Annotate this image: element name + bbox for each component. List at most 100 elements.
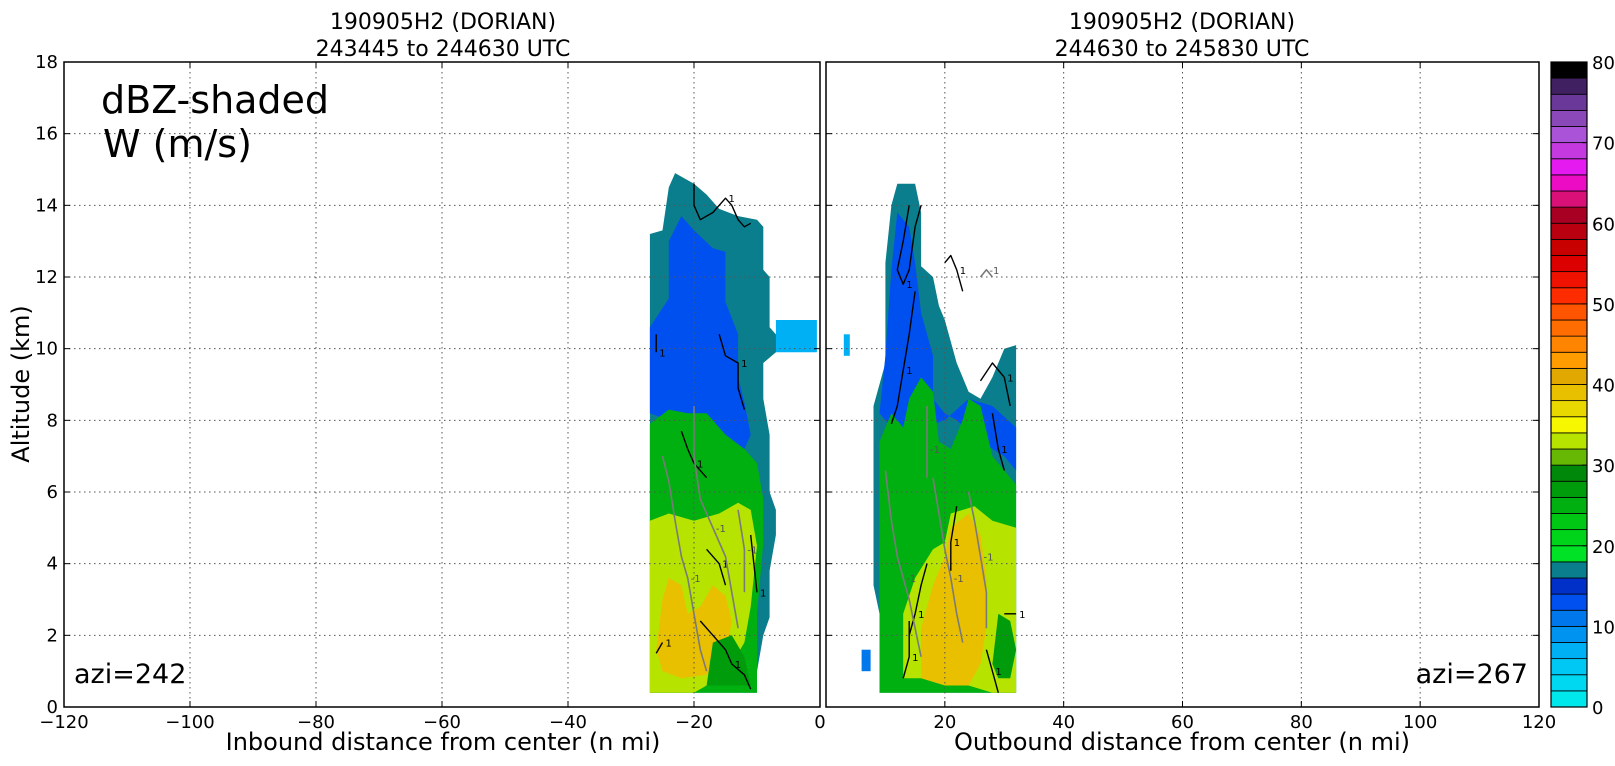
left-ytick-label-1: 2 bbox=[47, 625, 58, 646]
left-xtick-label-4: −40 bbox=[549, 712, 587, 733]
right-contour-label-14: -1 bbox=[989, 266, 999, 277]
left-downdraft-contour-8 bbox=[661, 456, 708, 672]
right-xtick-label-1: 20 bbox=[933, 712, 956, 733]
left-ytick-label-4: 8 bbox=[47, 410, 58, 431]
right-contour-label-1: 1 bbox=[906, 366, 912, 377]
colorbar-bin-22 bbox=[1550, 335, 1588, 353]
colorbar-tick-label-3: 30 bbox=[1592, 456, 1615, 477]
colorbar-bin-38 bbox=[1550, 77, 1588, 95]
colorbar-bin-5 bbox=[1550, 609, 1588, 627]
colorbar-bin-13 bbox=[1550, 480, 1588, 498]
colorbar-bin-1 bbox=[1550, 674, 1588, 692]
colorbar-bin-27 bbox=[1550, 255, 1588, 273]
right-dbz-region-2 bbox=[843, 334, 850, 356]
left-ytick-label-5: 10 bbox=[35, 339, 58, 360]
left-ytick-label-9: 18 bbox=[35, 52, 58, 73]
colorbar-bin-28 bbox=[1550, 238, 1588, 256]
annotation-line2: W (m/s) bbox=[103, 122, 252, 166]
left-xlabel: Inbound distance from center (n mi) bbox=[226, 728, 661, 756]
right-dbz-region-7 bbox=[992, 613, 1017, 679]
left-ytick-label-6: 12 bbox=[35, 267, 58, 288]
right-contour-label-7: 1 bbox=[912, 653, 918, 664]
right-contour-label-13: -1 bbox=[930, 445, 940, 456]
left-contour-label-3: 1 bbox=[735, 660, 741, 671]
right-xtick-label-3: 60 bbox=[1171, 712, 1194, 733]
right-dbz-region-1 bbox=[861, 649, 871, 672]
left-dbz-region-2 bbox=[649, 216, 751, 449]
left-ytick-label-8: 16 bbox=[35, 124, 58, 145]
colorbar-bin-18 bbox=[1550, 400, 1588, 418]
right-azimuth-label: azi=267 bbox=[1416, 659, 1528, 690]
colorbar-tick-label-7: 70 bbox=[1592, 134, 1615, 155]
left-updraft-contour-5 bbox=[706, 548, 727, 586]
left-contour-label-2: 1 bbox=[697, 459, 703, 470]
left-contour-label-5: 1 bbox=[722, 560, 728, 571]
colorbar-bin-23 bbox=[1550, 319, 1588, 337]
colorbar-bin-39 bbox=[1550, 61, 1588, 79]
left-contour-label-6: 1 bbox=[760, 588, 766, 599]
colorbar-tick-label-1: 10 bbox=[1592, 617, 1615, 638]
colorbar-tick-label-4: 40 bbox=[1592, 376, 1615, 397]
colorbar-tick-label-2: 20 bbox=[1592, 537, 1615, 558]
left-updraft-contour-2 bbox=[680, 430, 708, 479]
right-contour-label-8: 1 bbox=[995, 667, 1001, 678]
left-updraft-contour-1 bbox=[718, 334, 746, 410]
colorbar-bin-4 bbox=[1550, 625, 1588, 643]
right-contour-label-4: 1 bbox=[1001, 445, 1007, 456]
right-updraft-contour-5 bbox=[950, 506, 958, 571]
right-contour-label-3: 1 bbox=[1007, 373, 1013, 384]
colorbar-bin-36 bbox=[1550, 109, 1588, 127]
right-downdraft-contour-12 bbox=[967, 491, 988, 629]
colorbar-bin-32 bbox=[1550, 174, 1588, 192]
left-xtick-label-6: 0 bbox=[814, 712, 825, 733]
colorbar: 0 10 20 30 40 50 60 70 80 bbox=[1550, 53, 1615, 719]
right-title-line1: 190905H2 (DORIAN) bbox=[1069, 10, 1295, 35]
right-contour-label-6: 1 bbox=[918, 610, 924, 621]
left-updraft-contour-6 bbox=[750, 534, 758, 593]
left-ytick-label-3: 6 bbox=[47, 482, 58, 503]
right-xtick-label-2: 40 bbox=[1052, 712, 1075, 733]
right-updraft-contour-0 bbox=[896, 205, 922, 285]
left-ytick-label-7: 14 bbox=[35, 195, 58, 216]
colorbar-tick-label-8: 80 bbox=[1592, 53, 1615, 74]
colorbar-bin-21 bbox=[1550, 351, 1588, 369]
colorbar-bin-34 bbox=[1550, 142, 1588, 160]
colorbar-bin-37 bbox=[1550, 93, 1588, 111]
right-updraft-contour-2 bbox=[944, 254, 964, 292]
left-contour-label-8: -1 bbox=[691, 574, 701, 585]
left-dbz-region-1 bbox=[775, 320, 817, 353]
left-updraft-contour-0 bbox=[693, 183, 752, 228]
right-updraft-contour-3 bbox=[979, 362, 1011, 407]
right-updraft-contour-1 bbox=[890, 291, 916, 425]
colorbar-bin-29 bbox=[1550, 222, 1588, 240]
colorbar-bin-20 bbox=[1550, 367, 1588, 385]
left-azimuth-label: azi=242 bbox=[74, 659, 186, 690]
colorbar-bin-19 bbox=[1550, 384, 1588, 402]
right-xtick-label-6: 120 bbox=[1522, 712, 1556, 733]
colorbar-bin-26 bbox=[1550, 271, 1588, 289]
right-contour-label-0: 1 bbox=[906, 280, 912, 291]
right-downdraft-contour-11 bbox=[932, 477, 964, 643]
colorbar-bin-12 bbox=[1550, 496, 1588, 514]
left-panel: 1 1 1 1 1 1 1 1 -1 -1 -1 −120 −100 −80 −60 −40 −20 0 0 2 4 6… bbox=[7, 52, 826, 756]
right-updraft-contour-4 bbox=[991, 413, 1005, 471]
right-updraft-contour-6 bbox=[908, 563, 928, 636]
left-ytick-label-0: 0 bbox=[47, 697, 58, 718]
colorbar-bin-11 bbox=[1550, 513, 1588, 531]
colorbar-bin-16 bbox=[1550, 432, 1588, 450]
colorbar-tick-label-0: 0 bbox=[1592, 698, 1603, 719]
right-contour-label-2: 1 bbox=[960, 266, 966, 277]
left-contour-label-9: -1 bbox=[716, 524, 726, 535]
left-xtick-label-5: −20 bbox=[675, 712, 713, 733]
left-ytick-label-2: 4 bbox=[47, 554, 58, 575]
annotation-line1: dBZ-shaded bbox=[101, 78, 329, 122]
colorbar-bin-31 bbox=[1550, 190, 1588, 208]
left-xtick-label-2: −80 bbox=[297, 712, 335, 733]
colorbar-bin-3 bbox=[1550, 642, 1588, 660]
colorbar-bin-6 bbox=[1550, 593, 1588, 611]
left-xtick-label-3: −60 bbox=[423, 712, 461, 733]
colorbar-bin-35 bbox=[1550, 126, 1588, 144]
colorbar-tick-label-6: 60 bbox=[1592, 214, 1615, 235]
colorbar-bin-17 bbox=[1550, 416, 1588, 434]
